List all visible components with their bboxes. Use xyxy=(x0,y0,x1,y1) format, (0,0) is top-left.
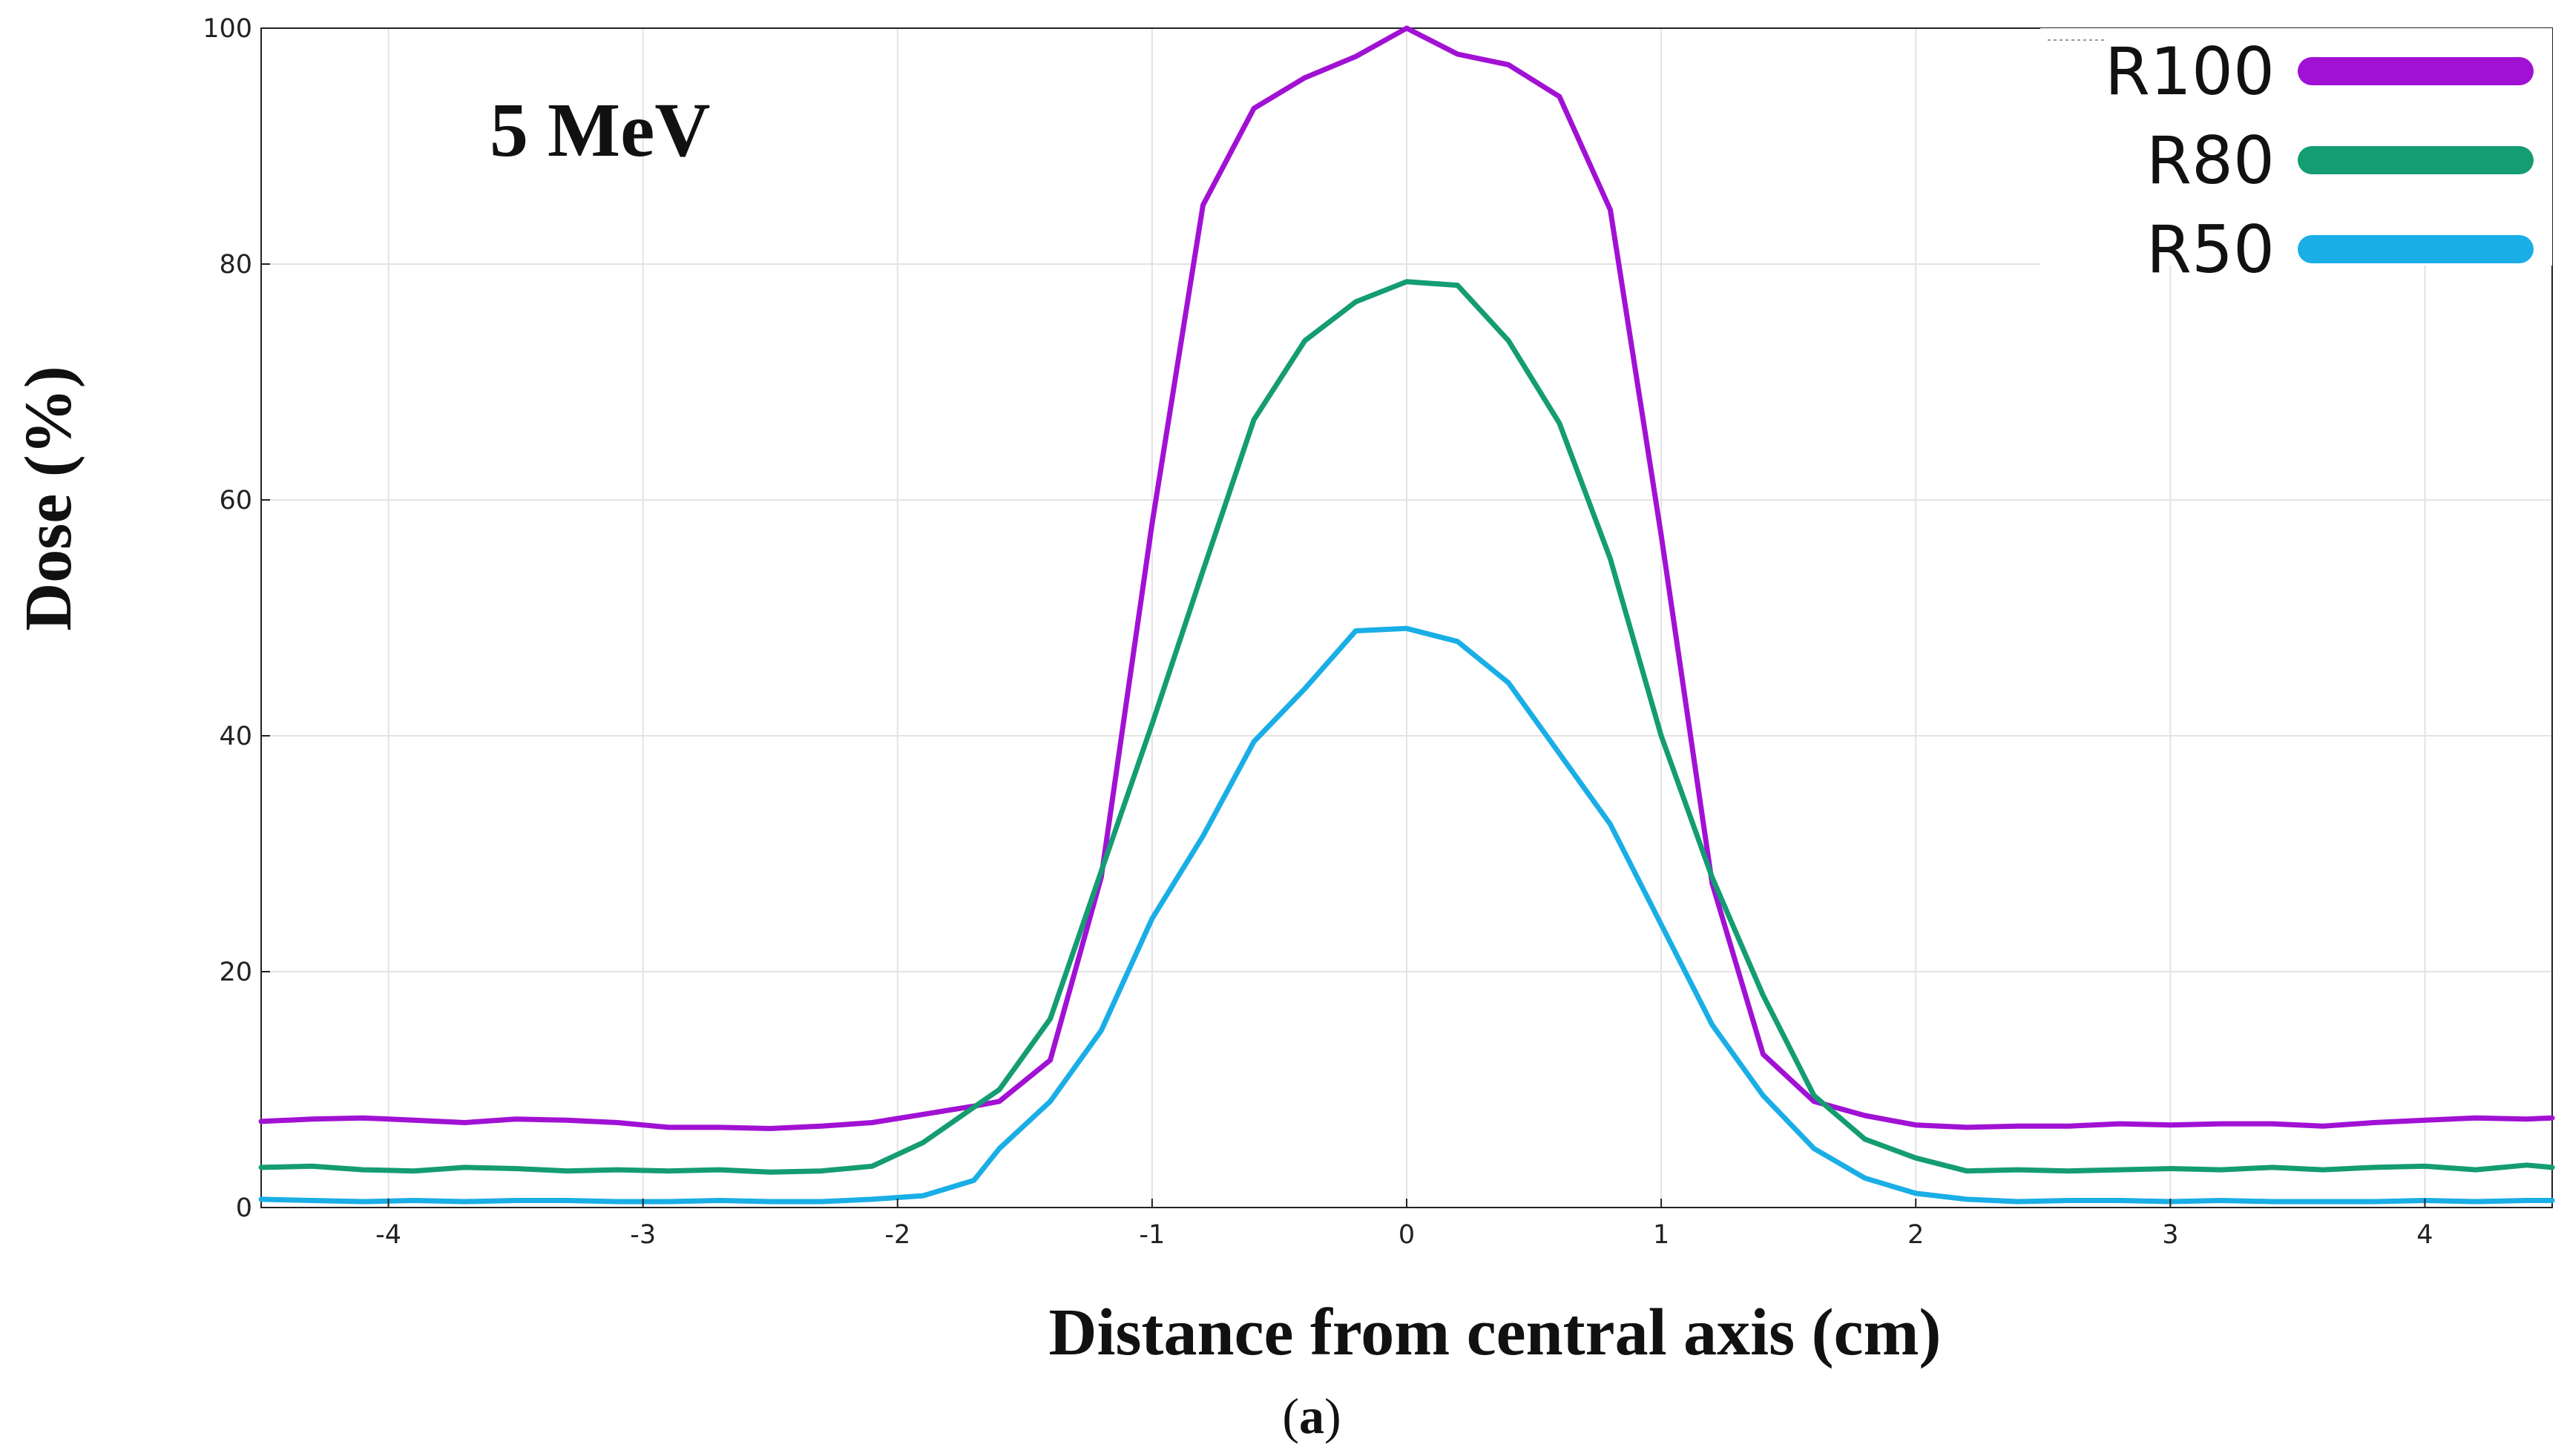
series-line-r100 xyxy=(258,25,2555,1131)
x-tick-label: -4 xyxy=(375,1220,401,1250)
x-axis-title: Distance from central axis (cm) xyxy=(1049,1296,1942,1369)
caption-open: ( xyxy=(1282,1388,1299,1444)
x-tick-label: 1 xyxy=(1653,1220,1669,1250)
y-tick-label: 80 xyxy=(219,250,252,280)
legend-label-r50: R50 xyxy=(2146,211,2275,288)
y-tick-label: 20 xyxy=(219,958,252,987)
x-tick-label: 2 xyxy=(1907,1220,1924,1250)
y-tick-label: 60 xyxy=(219,486,252,515)
x-tick-label: -2 xyxy=(884,1220,910,1250)
x-tick-label: 4 xyxy=(2416,1220,2433,1250)
caption-letter: a xyxy=(1299,1388,1324,1444)
y-axis-title: Dose (%) xyxy=(12,366,85,630)
y-tick-label: 0 xyxy=(236,1193,252,1223)
x-tick-label: -1 xyxy=(1139,1220,1165,1250)
y-tick-label: 40 xyxy=(219,722,252,751)
figure-caption: (a) xyxy=(1282,1388,1341,1444)
legend-label-r80: R80 xyxy=(2146,122,2275,199)
x-tick-label: -3 xyxy=(630,1220,656,1250)
legend: R100 R80 R50 xyxy=(2040,28,2552,288)
legend-label-r100: R100 xyxy=(2105,33,2275,110)
y-tick-label: 100 xyxy=(203,14,252,44)
energy-annotation: 5 MeV xyxy=(490,88,710,173)
series-line-r80 xyxy=(258,279,2555,1175)
x-tick-label: 0 xyxy=(1398,1220,1415,1250)
series-lines xyxy=(258,25,2555,1205)
caption-close: ) xyxy=(1324,1388,1341,1444)
series-line-r50 xyxy=(258,625,2555,1205)
x-tick-label: 3 xyxy=(2162,1220,2178,1250)
